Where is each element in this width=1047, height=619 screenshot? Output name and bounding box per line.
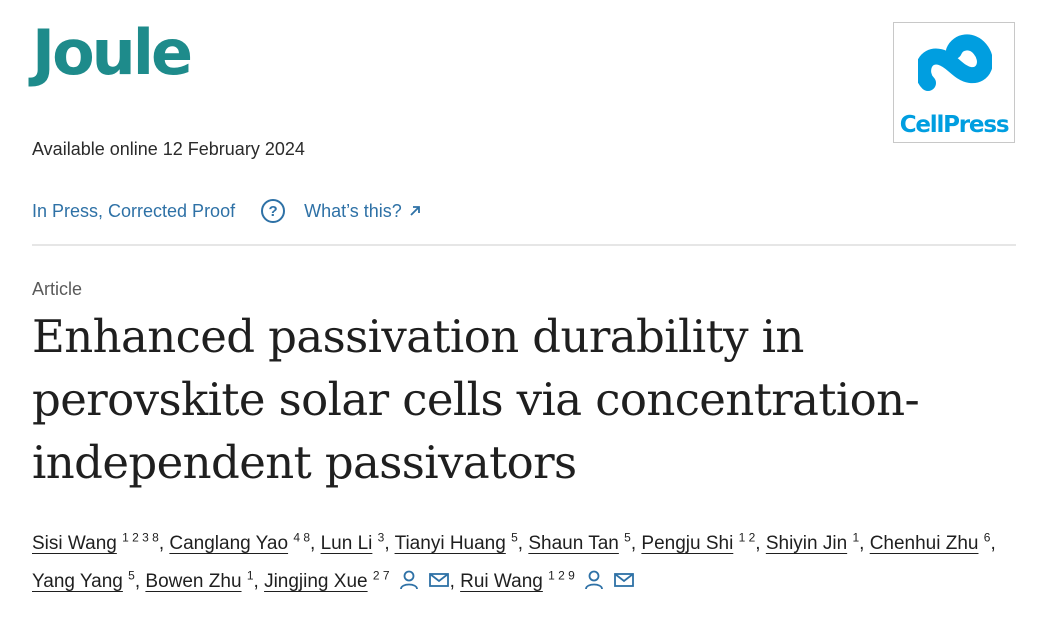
- available-online-date: Available online 12 February 2024: [32, 139, 305, 159]
- author-affiliations: 1 2 3 8: [122, 530, 159, 545]
- author-affiliations: 5: [511, 530, 518, 545]
- author-name[interactable]: Shaun Tan: [528, 533, 619, 554]
- author-affiliations: 5: [624, 530, 631, 545]
- author-name[interactable]: Shiyin Jin: [765, 533, 848, 554]
- author[interactable]: Pengju Shi 1 2: [641, 530, 756, 554]
- in-press-link[interactable]: In Press, Corrected Proof: [32, 200, 236, 221]
- author-name[interactable]: Jingjing Xue: [264, 571, 368, 592]
- envelope-icon[interactable]: [613, 569, 635, 591]
- publisher-logo[interactable]: CellPress: [893, 22, 1015, 143]
- person-icon[interactable]: [398, 569, 420, 591]
- author-affiliations: 1: [852, 530, 860, 545]
- author-affiliations: 3: [377, 530, 385, 545]
- author-affiliations: 4 8: [293, 530, 311, 545]
- journal-logo[interactable]: Joule: [32, 16, 193, 89]
- author-name[interactable]: Lun Li: [320, 533, 373, 554]
- author-name[interactable]: Pengju Shi: [641, 533, 734, 554]
- question-circle-icon[interactable]: ?: [261, 199, 286, 223]
- author-name[interactable]: Yang Yang: [32, 571, 123, 592]
- author-affiliations: 6: [983, 530, 991, 545]
- author-affiliations: 1: [246, 568, 254, 583]
- author[interactable]: Rui Wang 1 2 9: [460, 568, 635, 592]
- author[interactable]: Shiyin Jin 1: [765, 530, 860, 554]
- author-affiliations: 1 2 9: [548, 568, 575, 583]
- cellpress-mark-icon: [918, 34, 992, 91]
- person-icon[interactable]: [583, 569, 605, 591]
- author[interactable]: Tianyi Huang 5: [394, 530, 518, 554]
- author[interactable]: Lun Li 3: [320, 530, 385, 554]
- author-affiliations: 1 2: [738, 530, 756, 545]
- envelope-icon[interactable]: [428, 569, 450, 591]
- author-name[interactable]: Rui Wang: [460, 571, 543, 592]
- author-name[interactable]: Chenhui Zhu: [869, 533, 979, 554]
- article-title: Enhanced passivation durability in perov…: [32, 310, 920, 489]
- divider: [32, 244, 1016, 246]
- author-affiliations: 5: [128, 568, 135, 583]
- publication-status: In Press, Corrected Proof ? What’s this?: [32, 197, 422, 225]
- article-type: Article: [32, 279, 83, 299]
- author-list: Sisi Wang 1 2 3 8, Canglang Yao 4 8, Lun…: [32, 530, 996, 592]
- author-name[interactable]: Tianyi Huang: [394, 533, 506, 554]
- author[interactable]: Canglang Yao 4 8: [169, 530, 311, 554]
- author-affiliations: 2 7: [372, 568, 390, 583]
- whats-this-label: What’s this?: [304, 200, 402, 221]
- whats-this-link[interactable]: What’s this?: [304, 201, 422, 222]
- author[interactable]: Yang Yang 5: [32, 568, 135, 592]
- author[interactable]: Jingjing Xue 2 7: [264, 568, 450, 592]
- author-name[interactable]: Bowen Zhu: [145, 571, 242, 592]
- publisher-name: CellPress: [899, 112, 1010, 138]
- author[interactable]: Bowen Zhu 1: [145, 568, 254, 592]
- author[interactable]: Sisi Wang 1 2 3 8: [32, 530, 159, 554]
- author[interactable]: Chenhui Zhu 6: [869, 530, 991, 554]
- author[interactable]: Shaun Tan 5: [528, 530, 631, 554]
- external-arrow-icon: [410, 206, 420, 216]
- author-name[interactable]: Sisi Wang: [32, 533, 117, 554]
- author-name[interactable]: Canglang Yao: [169, 533, 289, 554]
